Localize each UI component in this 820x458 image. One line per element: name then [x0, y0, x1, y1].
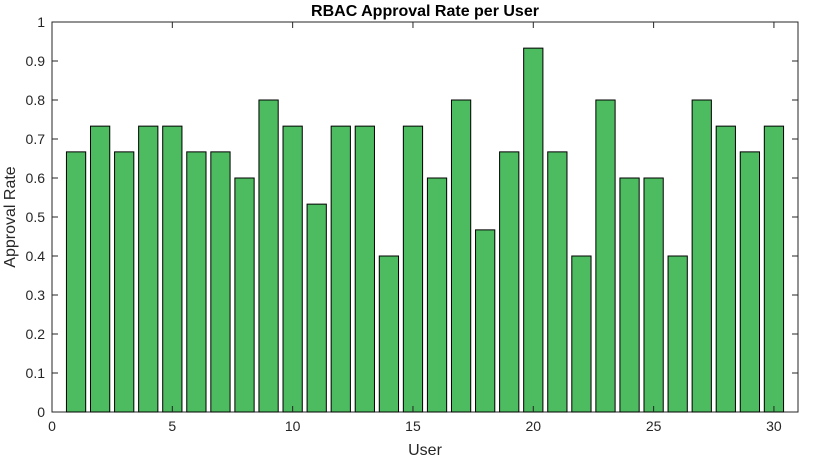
x-tick-label-15: 15	[405, 418, 421, 434]
x-tick-label-30: 30	[766, 418, 782, 434]
y-tick-label-6: 0.6	[26, 170, 46, 186]
y-axis-label: Approval Rate	[2, 166, 19, 267]
y-tick-label-9: 0.9	[26, 53, 46, 69]
bar-user-25	[643, 177, 664, 413]
bar-user-2	[90, 125, 111, 413]
bar-user-1	[65, 151, 87, 413]
bar-user-3	[114, 151, 135, 413]
bar-user-28	[715, 125, 736, 413]
y-tick-label-5: 0.5	[26, 209, 46, 225]
x-tick-label-10: 10	[285, 418, 301, 434]
y-tick-label-3: 0.3	[26, 287, 46, 303]
bar-user-6	[186, 151, 207, 413]
bar-user-29	[739, 151, 760, 413]
x-tick-label-20: 20	[526, 418, 542, 434]
y-tick-label-4: 0.4	[26, 248, 46, 264]
bar-user-5	[162, 125, 183, 413]
bar-user-26	[667, 255, 688, 413]
bar-user-21	[547, 151, 568, 413]
bar-user-13	[354, 125, 375, 413]
bar-user-11	[306, 203, 327, 413]
bars-group	[65, 47, 785, 413]
bar-user-4	[138, 125, 159, 413]
y-tick-label-0: 0	[37, 404, 45, 420]
bar-user-18	[475, 229, 496, 413]
bar-user-30	[763, 125, 785, 413]
bar-user-7	[210, 151, 231, 413]
x-tick-label-5: 5	[168, 418, 176, 434]
x-axis-label: User	[408, 442, 442, 458]
bar-user-9	[258, 99, 279, 413]
y-tick-label-2: 0.2	[26, 326, 46, 342]
bar-user-16	[426, 177, 448, 413]
bar-user-14	[378, 255, 400, 413]
bar-user-23	[595, 99, 616, 413]
bar-user-20	[523, 47, 544, 413]
bar-user-19	[499, 151, 520, 413]
y-tick-label-10: 1	[37, 14, 45, 30]
x-tick-label-25: 25	[646, 418, 662, 434]
bar-user-22	[571, 255, 592, 413]
bar-user-27	[691, 99, 712, 413]
ticks-group: 0 5 10 15 20 25 30 0 0.1 0.2 0.3 0.4 0.5 0.6 0.7 0.8 0.9…	[26, 14, 798, 434]
bar-user-8	[234, 177, 255, 413]
y-tick-label-1: 0.1	[26, 365, 46, 381]
y-tick-label-7: 0.7	[26, 131, 46, 147]
bar-user-10	[282, 125, 303, 413]
bar-user-12	[330, 125, 351, 413]
bar-user-17	[450, 99, 472, 413]
x-tick-label-0: 0	[48, 418, 56, 434]
y-tick-label-8: 0.8	[26, 92, 46, 108]
bar-user-24	[619, 177, 640, 413]
bar-user-15	[402, 125, 424, 413]
chart-title: RBAC Approval Rate per User	[311, 3, 539, 20]
